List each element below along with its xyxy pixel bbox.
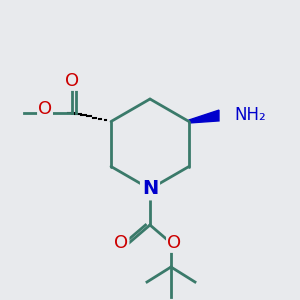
Text: O: O [167, 234, 181, 252]
Polygon shape [189, 110, 219, 123]
Text: O: O [38, 100, 52, 118]
Text: N: N [142, 179, 158, 199]
Text: NH₂: NH₂ [234, 106, 266, 124]
Text: O: O [114, 234, 129, 252]
Text: O: O [65, 72, 79, 90]
